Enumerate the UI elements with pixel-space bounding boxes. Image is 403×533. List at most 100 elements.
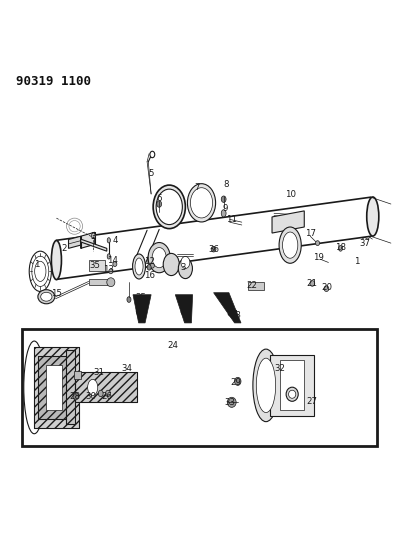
Ellipse shape [324, 286, 329, 292]
Ellipse shape [38, 289, 55, 304]
Text: 6: 6 [156, 195, 162, 203]
Ellipse shape [181, 256, 190, 269]
Ellipse shape [211, 246, 216, 252]
Text: 25: 25 [135, 293, 147, 302]
Text: 29: 29 [231, 378, 241, 386]
Text: 8: 8 [223, 180, 229, 189]
Text: 23: 23 [230, 311, 241, 320]
Ellipse shape [163, 253, 179, 276]
Text: 5: 5 [148, 169, 154, 179]
Text: 33: 33 [224, 398, 235, 407]
Polygon shape [214, 293, 241, 323]
Ellipse shape [150, 263, 154, 268]
Text: 37: 37 [359, 239, 370, 248]
Bar [38, 356, 69, 419]
Text: 3: 3 [90, 232, 96, 241]
Ellipse shape [106, 390, 110, 397]
Ellipse shape [41, 292, 52, 301]
Text: 26: 26 [101, 392, 112, 401]
Text: 9: 9 [223, 204, 229, 213]
Text: 7: 7 [195, 183, 200, 192]
Text: 90319 1100: 90319 1100 [16, 75, 91, 88]
Ellipse shape [187, 184, 216, 222]
Ellipse shape [235, 377, 241, 385]
Ellipse shape [35, 261, 46, 281]
Text: 31: 31 [93, 368, 104, 377]
Text: 12: 12 [143, 257, 155, 266]
Polygon shape [272, 211, 304, 233]
Text: 2: 2 [62, 244, 67, 253]
Text: 20: 20 [321, 284, 332, 293]
Ellipse shape [221, 209, 226, 217]
Bar [75, 373, 137, 402]
Text: 17: 17 [305, 229, 316, 238]
Text: 24: 24 [168, 341, 179, 350]
Bar [34, 347, 79, 427]
Ellipse shape [367, 197, 379, 236]
Text: 36: 36 [208, 245, 219, 254]
Ellipse shape [256, 358, 276, 413]
Ellipse shape [135, 258, 143, 275]
Ellipse shape [310, 280, 315, 286]
Polygon shape [69, 236, 81, 248]
Bar [270, 355, 314, 416]
Text: 1: 1 [33, 260, 39, 269]
Polygon shape [133, 295, 151, 323]
Ellipse shape [73, 393, 79, 400]
Ellipse shape [221, 196, 226, 203]
Ellipse shape [227, 397, 236, 407]
Ellipse shape [253, 349, 279, 422]
Ellipse shape [24, 341, 45, 434]
Ellipse shape [156, 189, 182, 224]
Ellipse shape [98, 390, 103, 397]
Ellipse shape [339, 246, 343, 251]
Text: 27: 27 [307, 397, 318, 406]
Bar [74, 372, 81, 379]
Bar [66, 350, 75, 424]
Ellipse shape [91, 233, 96, 239]
Text: 19: 19 [313, 253, 324, 262]
Ellipse shape [298, 214, 303, 218]
Ellipse shape [147, 264, 151, 270]
Text: 11: 11 [226, 215, 237, 224]
Bar [34, 347, 79, 427]
Bar [248, 282, 264, 290]
Text: 34: 34 [121, 364, 133, 373]
Text: 28: 28 [69, 392, 80, 401]
Ellipse shape [178, 259, 193, 279]
Ellipse shape [52, 240, 62, 280]
Polygon shape [81, 239, 107, 251]
Text: 21: 21 [307, 279, 318, 288]
Ellipse shape [107, 238, 110, 243]
Bar [280, 360, 304, 410]
Bar [38, 356, 69, 419]
Text: 1: 1 [354, 257, 359, 266]
Ellipse shape [113, 262, 117, 266]
Ellipse shape [127, 297, 131, 302]
Text: 15: 15 [51, 289, 62, 298]
Polygon shape [175, 295, 193, 323]
Text: 18: 18 [335, 243, 346, 252]
Ellipse shape [286, 387, 298, 401]
Ellipse shape [32, 256, 49, 286]
Ellipse shape [165, 263, 169, 268]
Ellipse shape [150, 151, 155, 158]
Ellipse shape [29, 251, 52, 292]
Text: 4: 4 [112, 236, 118, 245]
Text: 3: 3 [181, 263, 186, 272]
Text: 10: 10 [285, 190, 296, 199]
Text: 32: 32 [274, 364, 286, 373]
Bar [66, 350, 75, 424]
Ellipse shape [107, 278, 115, 287]
Text: 35: 35 [89, 261, 100, 270]
Ellipse shape [153, 185, 185, 229]
Ellipse shape [148, 243, 170, 273]
Bar [38, 356, 69, 419]
Ellipse shape [279, 227, 301, 263]
Ellipse shape [190, 188, 213, 218]
Polygon shape [81, 232, 95, 248]
Bar [89, 261, 105, 271]
Text: 14: 14 [107, 255, 118, 264]
Ellipse shape [133, 254, 145, 279]
Text: 16: 16 [143, 271, 155, 280]
